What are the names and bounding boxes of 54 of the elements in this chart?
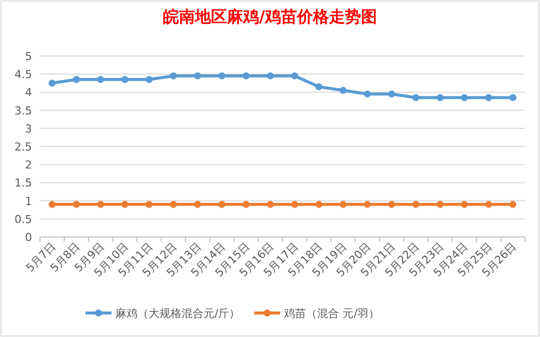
point <box>388 90 396 98</box>
point <box>194 200 202 208</box>
y-tick-label: 1 <box>25 194 32 208</box>
point <box>97 76 104 84</box>
y-tick-label: 1.5 <box>14 176 32 190</box>
point <box>412 200 420 208</box>
point <box>388 200 396 208</box>
point <box>146 200 153 208</box>
point <box>121 200 128 208</box>
point <box>436 200 444 208</box>
point <box>218 72 226 80</box>
point <box>72 76 80 84</box>
point <box>121 76 128 84</box>
legend-label: 麻鸡（大规格混合元/斤） <box>116 307 240 320</box>
point <box>412 94 420 102</box>
point <box>170 72 177 80</box>
y-tick-label: 2 <box>25 158 32 172</box>
y-tick-label: 0 <box>25 231 32 244</box>
point <box>436 94 444 102</box>
point <box>315 200 322 208</box>
point <box>97 200 104 208</box>
point <box>266 72 274 80</box>
point <box>194 72 202 80</box>
point <box>242 200 250 208</box>
y-tick-label: 5 <box>25 50 32 63</box>
y-tick-label: 0.5 <box>14 212 32 226</box>
point <box>242 72 250 80</box>
legend-label: 鸡苗（混合 元/羽） <box>283 307 380 320</box>
point <box>364 90 371 98</box>
point <box>291 72 298 80</box>
point <box>460 200 468 208</box>
point <box>315 83 322 90</box>
y-tick-label: 2.5 <box>14 140 32 154</box>
point <box>340 200 347 208</box>
point <box>364 200 371 208</box>
point <box>291 200 298 208</box>
point <box>170 200 177 208</box>
chart-title: 皖南地区麻鸡/鸡苗价格走势图 <box>163 7 377 26</box>
point <box>460 94 468 102</box>
point <box>72 200 80 208</box>
y-tick-label: 4.5 <box>14 68 32 82</box>
y-tick-label: 4 <box>25 86 32 100</box>
point <box>509 94 516 102</box>
point <box>509 200 516 208</box>
y-tick-label: 3 <box>25 122 32 136</box>
y-tick-label: 3.5 <box>14 104 32 118</box>
point <box>485 94 492 102</box>
point <box>266 200 274 208</box>
point <box>48 80 56 87</box>
point <box>485 200 492 208</box>
point <box>48 200 56 208</box>
point <box>218 200 226 208</box>
point <box>340 86 347 94</box>
point <box>146 76 153 84</box>
